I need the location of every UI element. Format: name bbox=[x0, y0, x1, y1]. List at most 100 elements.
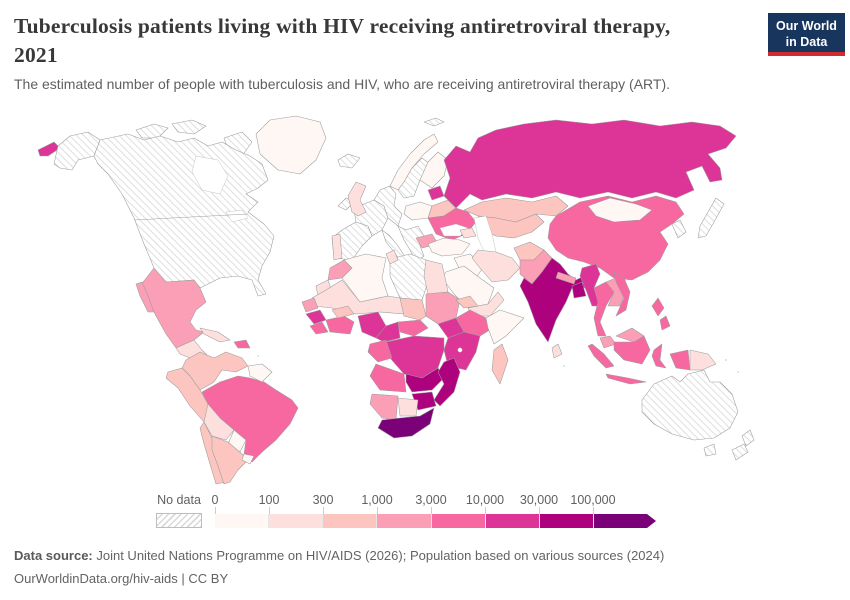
region-new-zealand-north[interactable] bbox=[741, 429, 755, 447]
legend-bin-300-1,000[interactable] bbox=[323, 514, 378, 528]
chart-footer: Data source: Joint United Nations Progra… bbox=[14, 544, 664, 590]
legend-color-scale bbox=[215, 514, 647, 528]
region-argentina[interactable] bbox=[211, 435, 249, 485]
region-philippines-north[interactable] bbox=[651, 297, 665, 317]
region-eritrea[interactable] bbox=[455, 295, 479, 309]
region-west-new-guinea[interactable] bbox=[669, 349, 691, 371]
legend-bin-100,000+[interactable] bbox=[593, 514, 647, 528]
page-title: Tuberculosis patients living with HIV re… bbox=[14, 14, 671, 67]
region-philippines-south[interactable] bbox=[659, 315, 671, 331]
region-egypt[interactable] bbox=[423, 259, 449, 295]
region-gabon-congo[interactable] bbox=[367, 339, 393, 363]
legend-bin-10,000-30,000[interactable] bbox=[485, 514, 540, 528]
region-cuba[interactable] bbox=[199, 327, 231, 343]
legend-tick-label: 100 bbox=[258, 493, 280, 507]
region-south-africa[interactable] bbox=[377, 407, 435, 439]
region-zambia[interactable] bbox=[405, 367, 445, 393]
legend-bin-1,000-3,000[interactable] bbox=[377, 514, 432, 528]
region-sulawesi[interactable] bbox=[651, 343, 667, 369]
region-russia-east[interactable] bbox=[37, 141, 61, 157]
region-caucasus[interactable] bbox=[459, 227, 477, 239]
region-senegal[interactable] bbox=[301, 297, 319, 313]
region-poland[interactable] bbox=[403, 201, 433, 221]
legend-tick-label: 3,000 bbox=[415, 493, 447, 507]
license-label: CC BY bbox=[188, 571, 229, 586]
region-central-african-republic[interactable] bbox=[397, 319, 429, 337]
region-new-zealand-south[interactable] bbox=[731, 443, 749, 461]
region-cote-divoire-ghana[interactable] bbox=[325, 315, 355, 335]
legend-no-data-swatch[interactable] bbox=[156, 513, 202, 528]
region-canada-usa[interactable] bbox=[93, 133, 275, 297]
legend-bin-100-300[interactable] bbox=[269, 514, 324, 528]
region-nepal[interactable] bbox=[555, 271, 577, 285]
region-burkina-faso[interactable] bbox=[331, 305, 355, 319]
region-canadian-arctic[interactable] bbox=[135, 123, 169, 139]
region-turkey[interactable] bbox=[427, 237, 471, 257]
legend-tick-label: 0 bbox=[211, 493, 219, 507]
region-balkans[interactable] bbox=[397, 225, 425, 263]
region-hispaniola[interactable] bbox=[233, 339, 251, 349]
region-bangladesh[interactable] bbox=[571, 281, 587, 299]
owid-url-link[interactable]: OurWorldinData.org/hiv-aids bbox=[14, 571, 178, 586]
region-kalimantan[interactable] bbox=[613, 335, 651, 365]
region-chad[interactable] bbox=[399, 297, 427, 321]
region-finland[interactable] bbox=[419, 151, 449, 189]
island-speck bbox=[563, 365, 565, 367]
region-papua-new-guinea[interactable] bbox=[689, 349, 717, 371]
region-sri-lanka[interactable] bbox=[551, 343, 563, 359]
owid-logo[interactable]: Our World in Data bbox=[768, 13, 845, 56]
region-morocco[interactable] bbox=[327, 259, 353, 281]
legend-bin-30,000-100,000[interactable] bbox=[539, 514, 594, 528]
region-alaska[interactable] bbox=[53, 131, 101, 171]
region-namibia[interactable] bbox=[369, 393, 399, 421]
region-baltics[interactable] bbox=[427, 185, 445, 201]
region-australia[interactable] bbox=[641, 369, 739, 441]
region-guinea[interactable] bbox=[305, 309, 327, 325]
legend-arrow bbox=[647, 514, 656, 528]
region-canadian-arctic[interactable] bbox=[171, 119, 207, 135]
legend-bin-3,000-10,000[interactable] bbox=[431, 514, 486, 528]
region-guyanas[interactable] bbox=[247, 363, 273, 383]
region-japan[interactable] bbox=[697, 197, 725, 239]
region-somalia[interactable] bbox=[485, 309, 525, 345]
owid-logo-line1: Our World bbox=[776, 19, 837, 33]
chart-subtitle: The estimated number of people with tube… bbox=[14, 76, 670, 92]
region-united-kingdom[interactable] bbox=[347, 181, 367, 217]
legend-tick-label: 100,000 bbox=[570, 493, 616, 507]
region-madagascar[interactable] bbox=[491, 343, 509, 385]
region-botswana[interactable] bbox=[397, 397, 419, 417]
region-java[interactable] bbox=[605, 373, 647, 385]
legend-bin-0-100[interactable] bbox=[215, 514, 270, 528]
legend-tick-label: 1,000 bbox=[361, 493, 393, 507]
legend-tick-marks bbox=[215, 507, 648, 514]
region-uruguay[interactable] bbox=[241, 453, 255, 465]
region-tunisia[interactable] bbox=[385, 249, 399, 265]
region-baja[interactable] bbox=[135, 281, 155, 313]
usa-canada-border bbox=[133, 213, 249, 221]
region-china[interactable] bbox=[547, 195, 685, 281]
region-iceland[interactable] bbox=[337, 153, 361, 169]
region-korea[interactable] bbox=[671, 219, 687, 239]
region-tasmania[interactable] bbox=[703, 443, 717, 457]
region-russia[interactable] bbox=[443, 119, 737, 209]
region-portugal[interactable] bbox=[331, 233, 343, 261]
world-choropleth-map bbox=[8, 110, 764, 488]
region-algeria[interactable] bbox=[341, 253, 389, 303]
region-sierra-leone-liberia[interactable] bbox=[309, 321, 329, 335]
region-malaysia-peninsula[interactable] bbox=[599, 335, 617, 349]
region-vietnam[interactable] bbox=[613, 271, 631, 317]
region-svalbard[interactable] bbox=[423, 117, 445, 127]
region-malawi-mozambique[interactable] bbox=[433, 357, 461, 407]
region-thailand[interactable] bbox=[593, 281, 615, 337]
island-speck bbox=[725, 359, 727, 361]
region-central-europe[interactable] bbox=[373, 185, 403, 227]
region-greenland[interactable] bbox=[255, 115, 327, 175]
region-iran[interactable] bbox=[471, 249, 521, 283]
region-angola[interactable] bbox=[369, 363, 407, 393]
legend-no-data-label: No data bbox=[157, 493, 201, 507]
region-sumatra[interactable] bbox=[587, 343, 615, 369]
legend-tick-label: 30,000 bbox=[519, 493, 559, 507]
hudson-bay bbox=[191, 155, 229, 195]
region-mongolia[interactable] bbox=[587, 197, 653, 223]
